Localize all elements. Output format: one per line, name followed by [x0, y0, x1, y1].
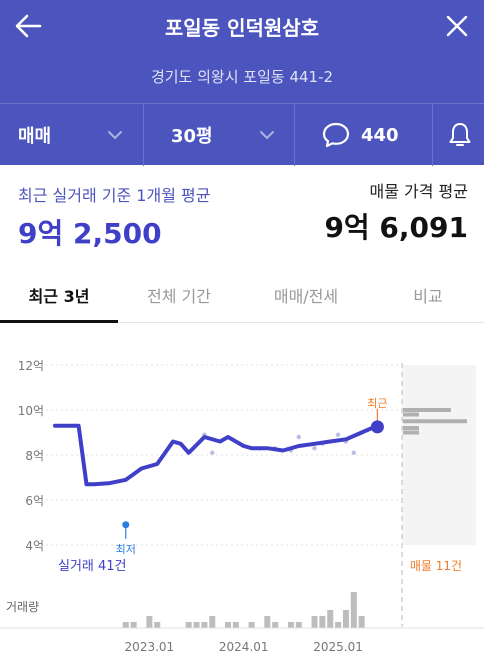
chevron-down-icon: [108, 131, 122, 140]
volume-bar: [311, 616, 318, 628]
recent-average-label: 최근 실거래 기준 1개월 평균: [18, 186, 211, 205]
volume-bar: [146, 616, 153, 628]
tab-all-period[interactable]: 전체 기간: [147, 286, 211, 306]
comment-count: 440: [361, 124, 399, 146]
chevron-down-icon: [260, 131, 274, 140]
latest-point-marker: [370, 420, 384, 434]
area-label: 30평: [171, 126, 213, 147]
y-tick-label: 10억: [18, 404, 44, 418]
transaction-count-label: 실거래 41건: [58, 559, 127, 574]
transaction-dot: [210, 450, 215, 455]
volume-bar: [295, 622, 302, 628]
y-tick-label: 12억: [18, 359, 44, 373]
listing-count-label: 매물 11건: [410, 559, 462, 573]
transaction-dot: [296, 434, 301, 440]
volume-bar: [287, 622, 294, 628]
tab-sale-jeonse[interactable]: 매매/전세: [273, 286, 339, 306]
volume-bar: [350, 592, 357, 628]
volume-bar: [185, 622, 192, 628]
lowest-label: 최저: [116, 543, 136, 556]
transaction-dot: [335, 432, 341, 437]
y-tick-label: 4억: [25, 539, 44, 553]
listing-average-label: 매물 가격 평균: [369, 182, 469, 201]
arrow-left-icon: [15, 14, 42, 38]
top-bar: 포일동 인덕원삼호: [0, 0, 484, 52]
price-line: [53, 423, 380, 487]
active-tab-indicator: [0, 320, 118, 323]
volume-bar: [122, 622, 129, 628]
alarm-button[interactable]: [432, 104, 484, 166]
tab-recent-3-years[interactable]: 최근 3년: [28, 286, 90, 306]
filter-bar: 매매 30평 440: [0, 103, 484, 166]
x-tick-label: 2024.01: [219, 640, 269, 654]
back-button[interactable]: [12, 10, 46, 42]
y-tick-label: 8억: [25, 449, 44, 463]
app-header: 포일동 인덕원삼호 경기도 의왕시 포일동 441-2 매매 30평 440: [0, 0, 484, 166]
area-dropdown[interactable]: 30평: [143, 104, 294, 166]
lowest-point-marker: [122, 521, 130, 529]
close-icon: [446, 15, 468, 37]
volume-bar: [319, 616, 326, 628]
volume-bar: [232, 622, 239, 628]
tab-compare[interactable]: 비교: [413, 286, 443, 306]
listing-average-price: 9억 6,091: [324, 211, 468, 244]
listing-histogram-bar: [403, 430, 419, 435]
x-tick-label: 2023.01: [125, 640, 175, 654]
volume-bar: [154, 622, 161, 628]
transaction-dot: [312, 446, 317, 451]
volume-bar: [130, 622, 137, 628]
volume-bar: [272, 622, 279, 628]
listing-area-background: [402, 365, 476, 545]
volume-bar: [358, 616, 365, 628]
y-tick-label: 6억: [25, 494, 44, 508]
period-tabs: 최근 3년 전체 기간 매매/전세 비교: [0, 266, 484, 323]
latest-label: 최근: [367, 397, 387, 410]
page-title: 포일동 인덕원삼호: [164, 16, 320, 40]
volume-bar: [264, 616, 271, 628]
comments-button[interactable]: 440: [294, 104, 432, 166]
bell-icon: [449, 123, 471, 146]
transaction-dot: [351, 450, 357, 455]
volume-bar: [209, 616, 216, 628]
volume-label: 거래량: [6, 600, 39, 614]
volume-bar: [225, 622, 231, 628]
listing-histogram-bar: [403, 412, 419, 417]
volume-bar: [327, 610, 334, 628]
listing-histogram-bar: [403, 426, 419, 430]
recent-average-price: 9억 2,500: [18, 217, 162, 250]
volume-bar: [335, 622, 342, 628]
listing-histogram-bar: [403, 419, 467, 424]
volume-bar: [193, 622, 200, 628]
volume-bar: [201, 622, 208, 628]
close-button[interactable]: [442, 10, 472, 42]
trade-type-dropdown[interactable]: 매매: [0, 104, 143, 166]
speech-bubble-icon: [322, 122, 350, 148]
trade-type-label: 매매: [18, 126, 52, 147]
volume-bar: [248, 622, 255, 628]
volume-bar: [342, 610, 349, 628]
address-text: 경기도 의왕시 포일동 441-2: [150, 68, 334, 86]
listing-histogram-bar: [403, 408, 451, 412]
x-tick-label: 2025.01: [313, 640, 363, 654]
